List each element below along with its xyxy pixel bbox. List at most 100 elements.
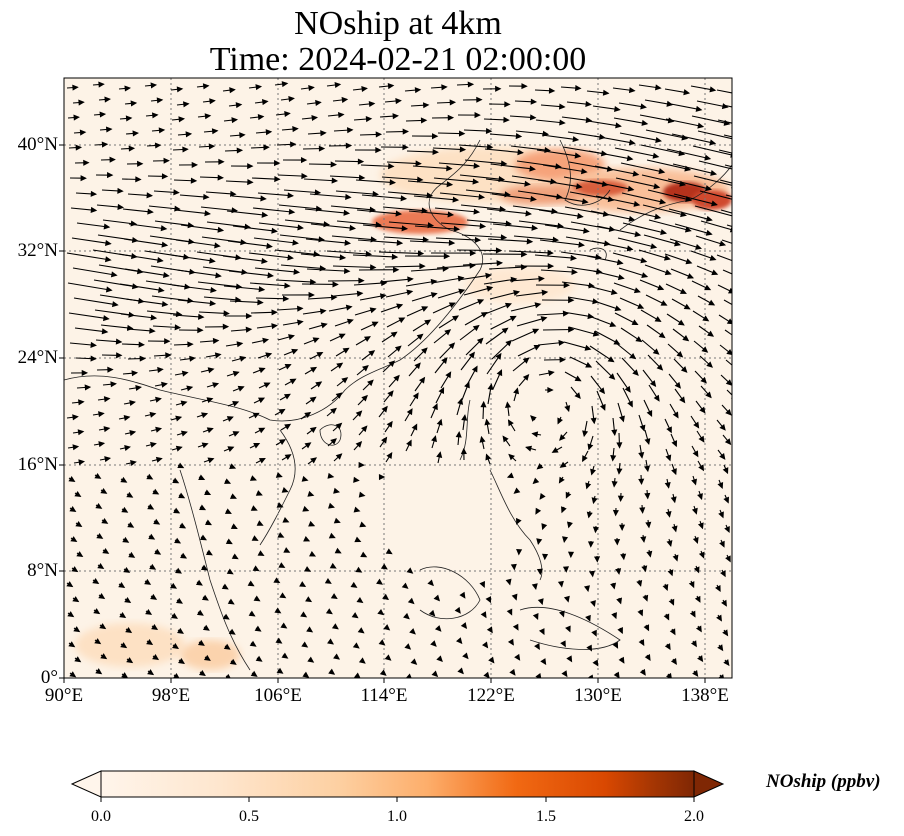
wind-arrow <box>508 250 553 254</box>
wind-arrow <box>697 130 732 140</box>
wind-arrow-head <box>275 637 283 644</box>
wind-arrow <box>669 238 701 249</box>
wind-arrow <box>200 206 237 212</box>
wind-arrow-head <box>124 85 131 92</box>
wind-arrow-head <box>431 133 439 140</box>
wind-arrow <box>406 150 438 153</box>
wind-arrow-head <box>731 184 732 189</box>
wind-arrow-head <box>315 381 323 388</box>
wind-arrow-head <box>182 101 190 108</box>
wind-arrow <box>587 120 621 127</box>
wind-arrow-head <box>664 643 671 651</box>
wind-arrow-head <box>395 210 403 217</box>
wind-arrow-head <box>510 563 517 571</box>
wind-arrow <box>405 280 437 287</box>
wind-arrow-head <box>377 608 385 616</box>
wind-arrow-head <box>690 640 697 648</box>
wind-arrow <box>542 164 587 173</box>
wind-arrow-head <box>643 624 650 632</box>
wind-arrow-head <box>288 334 295 341</box>
wind-arrow-head <box>232 370 240 377</box>
wind-arrow-head <box>170 582 178 589</box>
wind-arrow <box>279 234 324 241</box>
wind-arrow-head <box>758 188 763 192</box>
wind-arrow <box>536 312 569 316</box>
lon-tick-label: 138°E <box>681 685 729 706</box>
wind-arrow <box>518 220 563 227</box>
wind-arrow-head <box>284 454 292 461</box>
wind-arrow-head <box>172 477 180 484</box>
wind-arrow-head <box>485 127 493 135</box>
wind-arrow-head <box>702 315 710 322</box>
wind-arrow <box>640 144 685 155</box>
wind-arrow-head <box>626 245 634 252</box>
wind-arrow-head <box>81 369 89 376</box>
wind-arrow-head <box>72 414 79 421</box>
wind-arrow-head <box>229 658 237 665</box>
wind-arrow-head <box>283 547 291 553</box>
wind-arrow-head <box>120 476 128 483</box>
wind-arrow-head <box>221 583 229 590</box>
wind-arrow <box>593 135 635 144</box>
wind-arrow <box>647 189 691 201</box>
wind-arrow-head <box>628 87 636 94</box>
wind-arrow <box>594 165 639 176</box>
wind-arrow-head <box>719 540 725 548</box>
wind-arrow-head <box>74 656 82 663</box>
wind-arrow <box>361 194 406 200</box>
wind-arrow <box>537 179 582 188</box>
wind-arrow-head <box>764 203 769 207</box>
wind-arrow-head <box>581 198 589 205</box>
wind-arrow-head <box>609 321 617 328</box>
wind-arrow-head <box>129 429 137 436</box>
wind-arrow-head <box>679 396 686 404</box>
wind-arrow-head <box>248 610 256 617</box>
wind-arrow-head <box>338 333 346 340</box>
wind-arrow-head <box>407 276 414 283</box>
wind-arrow-head <box>150 314 158 321</box>
wind-arrow-head <box>249 475 257 481</box>
colorbar <box>70 770 725 802</box>
wind-arrow <box>560 251 601 259</box>
wind-arrow-head <box>252 565 260 572</box>
wind-arrow-head <box>637 609 644 617</box>
wind-arrow-head <box>558 339 566 346</box>
wind-arrow-head <box>537 598 544 606</box>
wind-arrow-head <box>687 273 695 279</box>
wind-arrow-head <box>396 239 404 246</box>
wind-arrow-head <box>76 551 84 558</box>
wind-arrow-head <box>639 668 646 676</box>
wind-arrow-head <box>335 392 343 399</box>
wind-arrow-head <box>346 127 354 134</box>
wind-arrow-head <box>457 397 464 405</box>
wind-arrow-head <box>531 224 539 231</box>
wind-arrow <box>561 281 594 287</box>
wind-arrow-head <box>131 370 139 377</box>
wind-arrow <box>692 145 732 156</box>
wind-arrow-head <box>672 554 679 562</box>
wind-arrow-head <box>610 289 618 295</box>
wind-arrow-head <box>705 391 712 399</box>
wind-arrow-head <box>365 116 373 123</box>
wind-arrow-head <box>656 364 664 371</box>
wind-arrow-head <box>345 193 352 200</box>
wind-arrow-head <box>73 626 81 633</box>
wind-arrow-head <box>202 83 210 90</box>
wind-arrow-head <box>155 456 163 463</box>
wind-arrow-head <box>362 365 369 372</box>
lon-tick-label: 114°E <box>360 685 408 706</box>
wind-arrow-head <box>458 130 466 137</box>
wind-arrow-head <box>155 396 162 403</box>
wind-arrow <box>128 223 167 230</box>
wind-arrow-head <box>505 220 513 227</box>
wind-arrow-head <box>547 263 555 270</box>
wind-arrow-head <box>720 570 726 578</box>
wind-arrow-head <box>160 225 168 232</box>
wind-arrow-head <box>189 355 196 362</box>
wind-arrow-head <box>708 299 716 306</box>
wind-arrow <box>408 210 453 216</box>
wind-arrow <box>433 177 478 183</box>
lon-tick-label: 130°E <box>574 685 622 706</box>
wind-arrow-head <box>638 452 645 459</box>
wind-arrow-head <box>739 92 744 96</box>
